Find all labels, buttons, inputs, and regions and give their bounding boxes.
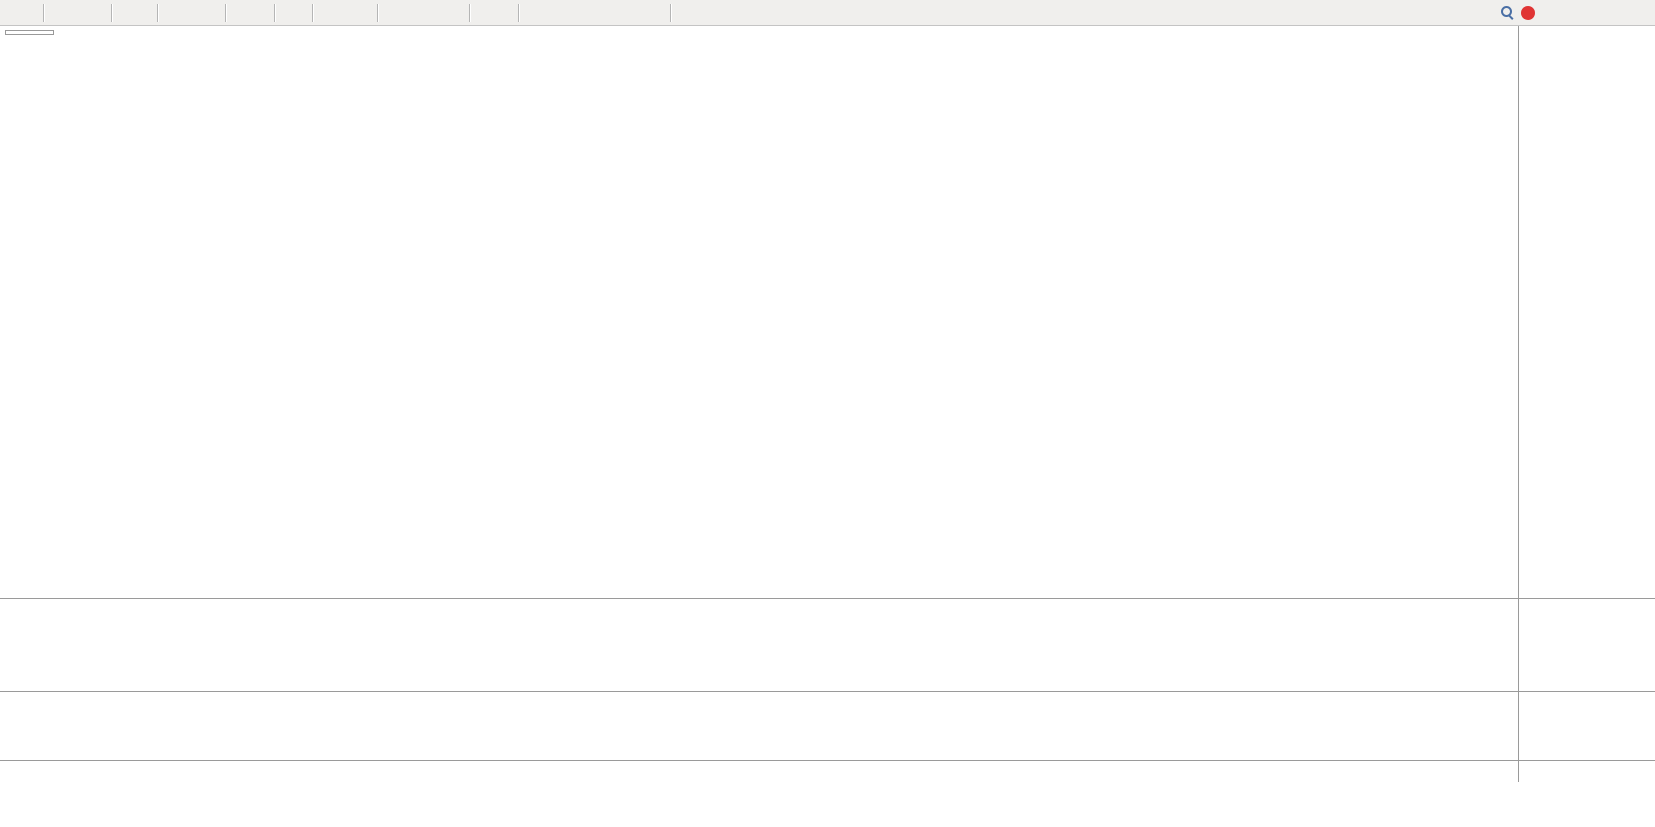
bar-chart-icon[interactable] [164, 4, 182, 22]
autotrading-icon [124, 4, 142, 22]
templates-icon[interactable] [438, 4, 456, 22]
toolbar-separator [377, 3, 379, 22]
arrows-tool-icon[interactable] [639, 4, 657, 22]
chart-symbol-header [5, 30, 54, 35]
toolbar-separator [518, 3, 520, 22]
new-order-icon [10, 4, 28, 22]
toolbar [0, 0, 1655, 26]
new-order-button[interactable] [4, 2, 38, 24]
rsi-pane [0, 691, 1655, 760]
horizontal-line-tool-icon[interactable] [544, 4, 562, 22]
fibonacci-tool-icon[interactable] [601, 4, 619, 22]
rsi-chart-surface[interactable] [0, 692, 1518, 760]
toolbar-separator [43, 3, 45, 22]
trendline-tool-icon[interactable] [563, 4, 581, 22]
notification-badge[interactable] [1521, 5, 1535, 20]
toolbar-separator [157, 3, 159, 22]
candlestick-chart-icon[interactable] [183, 4, 201, 22]
data-window-icon[interactable] [88, 4, 106, 22]
line-chart-icon[interactable] [202, 4, 220, 22]
new-chart-icon[interactable] [319, 4, 337, 22]
bottom-spacer [0, 782, 1655, 827]
toolbar-separator [111, 3, 113, 22]
price-chart-surface[interactable] [0, 26, 1518, 598]
price-chart-pane [0, 26, 1655, 598]
chart-profiles-icon[interactable] [346, 4, 364, 22]
toolbar-separator [670, 3, 672, 22]
zoom-in-icon[interactable] [232, 4, 250, 22]
market-watch-icon[interactable] [69, 4, 87, 22]
search-icon[interactable] [1500, 5, 1515, 20]
toolbar-separator [469, 3, 471, 22]
cursor-icon[interactable] [476, 4, 494, 22]
pencil-icon[interactable] [1541, 4, 1559, 22]
toolbar-separator [274, 3, 276, 22]
charts-stack-icon[interactable] [50, 4, 68, 22]
periods-icon[interactable] [411, 4, 429, 22]
channel-tool-icon[interactable] [580, 1, 603, 24]
macd-chart-surface[interactable] [0, 599, 1518, 691]
toolbar-separator [225, 3, 227, 22]
vertical-line-tool-icon[interactable] [525, 4, 543, 22]
macd-pane [0, 598, 1655, 691]
price-axis-border [1518, 26, 1519, 782]
autotrading-button[interactable] [118, 2, 152, 24]
tile-windows-icon[interactable] [281, 4, 299, 22]
crosshair-icon[interactable] [495, 4, 513, 22]
time-axis[interactable] [0, 760, 1655, 782]
text-tool-icon[interactable] [620, 4, 638, 22]
zoom-out-icon[interactable] [251, 4, 269, 22]
toolbar-right-group [1500, 4, 1559, 22]
indicators-icon[interactable] [384, 4, 402, 22]
toolbar-separator [312, 3, 314, 22]
